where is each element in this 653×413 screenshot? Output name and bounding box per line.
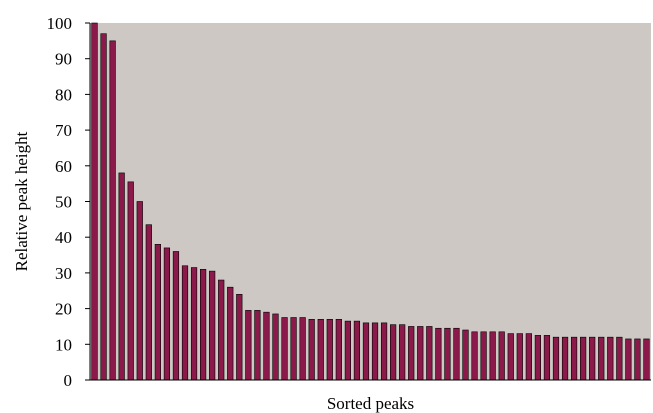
y-axis: 0 10 20 30 40 50 60 70 80 90 100	[47, 14, 91, 390]
bar	[326, 319, 333, 381]
bar	[525, 333, 532, 381]
y-tick-label: 90	[55, 50, 72, 69]
bar	[118, 172, 125, 381]
x-axis-title: Sorted peaks	[327, 394, 414, 413]
bar	[634, 338, 641, 381]
bar	[145, 224, 152, 381]
bar	[163, 247, 171, 381]
bar	[643, 338, 650, 381]
bar	[344, 320, 351, 381]
bar	[317, 319, 324, 381]
bar	[100, 33, 107, 381]
bar	[480, 331, 487, 381]
y-tick-label: 10	[55, 335, 72, 354]
bar	[598, 336, 605, 381]
y-tick-label: 100	[47, 14, 73, 33]
bar	[462, 329, 469, 381]
bar	[308, 319, 315, 381]
bar	[552, 336, 560, 381]
bar	[190, 267, 198, 381]
bar	[570, 336, 578, 381]
y-tick-label: 20	[55, 300, 72, 319]
bar	[580, 336, 587, 381]
bar	[200, 269, 207, 381]
bar	[435, 327, 442, 381]
bar	[408, 326, 415, 381]
y-axis-title: Relative peak height	[12, 131, 31, 271]
bar	[335, 319, 342, 381]
bar	[380, 322, 388, 381]
bar	[299, 317, 306, 381]
bar	[426, 326, 433, 381]
bar	[236, 294, 243, 381]
bar	[507, 333, 514, 381]
bar	[227, 286, 234, 381]
bar	[218, 279, 225, 381]
y-tick-label: 80	[55, 85, 72, 104]
bar	[362, 322, 370, 381]
bar	[281, 317, 288, 381]
bar	[172, 251, 180, 381]
bar	[254, 310, 261, 381]
bar	[625, 338, 632, 381]
bar	[272, 313, 279, 381]
bar	[589, 336, 596, 381]
bar	[91, 22, 98, 381]
bar	[263, 311, 270, 381]
bar	[154, 244, 161, 381]
bar	[245, 310, 252, 381]
bar	[181, 265, 189, 381]
bar	[543, 335, 551, 381]
bar	[453, 327, 460, 381]
bar	[417, 326, 424, 381]
y-tick-label: 60	[55, 157, 72, 176]
bar	[498, 331, 505, 381]
bar	[489, 331, 496, 381]
bar	[109, 40, 116, 381]
bar	[209, 270, 216, 381]
bar	[471, 331, 478, 381]
bar	[399, 324, 406, 381]
bar	[534, 335, 542, 381]
bar	[616, 336, 623, 381]
bar	[290, 317, 297, 381]
bar	[353, 320, 361, 381]
y-tick-label: 40	[55, 228, 72, 247]
bar	[607, 336, 614, 381]
y-tick-label: 50	[55, 193, 72, 212]
bar	[561, 336, 569, 381]
y-tick-label: 30	[55, 264, 72, 283]
y-tick-label: 70	[55, 121, 72, 140]
y-tick-label: 0	[64, 371, 73, 390]
bar	[136, 201, 143, 381]
bar	[371, 322, 379, 381]
bar	[444, 327, 451, 381]
bar	[127, 181, 134, 381]
bar	[390, 324, 397, 381]
bar	[516, 333, 523, 381]
